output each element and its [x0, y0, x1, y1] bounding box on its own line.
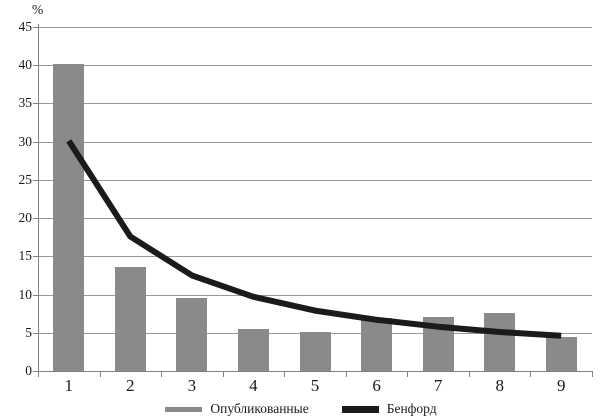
- bar-digit-8: [484, 312, 515, 371]
- y-axis-tick: [33, 27, 38, 28]
- y-axis-tick-label: 0: [25, 363, 32, 378]
- x-axis-tick-label: 8: [495, 376, 504, 395]
- bar-digit-7: [423, 316, 454, 371]
- y-axis-tick-label: 25: [18, 172, 33, 187]
- bar-digit-4: [238, 329, 269, 371]
- x-axis-tick-label: 3: [187, 376, 197, 395]
- bar-digit-5: [300, 332, 331, 371]
- y-axis-tick: [33, 295, 38, 296]
- x-axis-tick-label: 2: [126, 376, 135, 395]
- x-axis-tick: [38, 372, 39, 377]
- grid-line-20: [38, 218, 592, 219]
- y-axis-line: [38, 24, 39, 372]
- x-axis-tick: [346, 372, 347, 377]
- y-axis-tick-label: 40: [18, 57, 33, 72]
- y-axis-tick: [33, 65, 38, 66]
- grid-line-45: [38, 27, 592, 28]
- x-axis-tick: [161, 372, 162, 377]
- grid-line-40: [38, 65, 592, 66]
- x-axis-tick: [469, 372, 470, 377]
- x-axis-tick: [223, 372, 224, 377]
- x-axis-tick-label: 6: [372, 376, 381, 395]
- y-axis-tick-label: 10: [18, 287, 33, 302]
- y-axis-tick-label: 5: [25, 325, 32, 340]
- y-axis-tick-label: 35: [18, 95, 33, 110]
- x-axis-tick-label: 1: [64, 376, 74, 395]
- x-axis-tick-label: 5: [310, 376, 320, 395]
- legend-item-benford: Бенфорд: [341, 401, 437, 417]
- grid-line-15: [38, 256, 592, 257]
- x-axis-tick: [530, 372, 531, 377]
- x-axis-tick: [592, 372, 593, 377]
- bar-digit-1: [53, 63, 84, 371]
- bar-digit-3: [176, 298, 207, 371]
- grid-line-25: [38, 180, 592, 181]
- y-axis-tick: [33, 333, 38, 334]
- y-axis-tick: [33, 142, 38, 143]
- bar-digit-6: [361, 318, 392, 371]
- bar-digit-2: [115, 267, 146, 371]
- y-axis-tick: [33, 256, 38, 257]
- legend: Опубликованные Бенфорд: [0, 401, 602, 417]
- legend-label-published: Опубликованные: [210, 401, 309, 416]
- y-axis-unit-label: %: [32, 2, 44, 17]
- x-axis-tick: [284, 372, 285, 377]
- bar-digit-9: [546, 336, 577, 371]
- x-axis-tick-label: 7: [433, 376, 443, 395]
- grid-line-35: [38, 103, 592, 104]
- x-axis-tick: [407, 372, 408, 377]
- legend-item-published: Опубликованные: [165, 401, 309, 417]
- y-axis-tick-label: 15: [18, 248, 33, 263]
- bar-swatch-icon: [165, 406, 203, 412]
- x-axis-tick-label: 9: [556, 376, 566, 395]
- x-axis-line: [38, 371, 593, 372]
- y-axis-tick-label: 30: [18, 134, 33, 149]
- y-axis-tick: [33, 103, 38, 104]
- y-axis-tick-label: 20: [18, 210, 33, 225]
- y-axis-tick-label: 45: [18, 19, 33, 34]
- y-axis-tick: [33, 371, 38, 372]
- x-axis-tick-label: 4: [249, 376, 258, 395]
- y-axis-tick: [33, 218, 38, 219]
- legend-label-benford: Бенфорд: [386, 401, 437, 416]
- y-axis-tick: [33, 180, 38, 181]
- grid-line-30: [38, 142, 592, 143]
- x-axis-tick: [100, 372, 101, 377]
- line-swatch-icon: [341, 405, 379, 413]
